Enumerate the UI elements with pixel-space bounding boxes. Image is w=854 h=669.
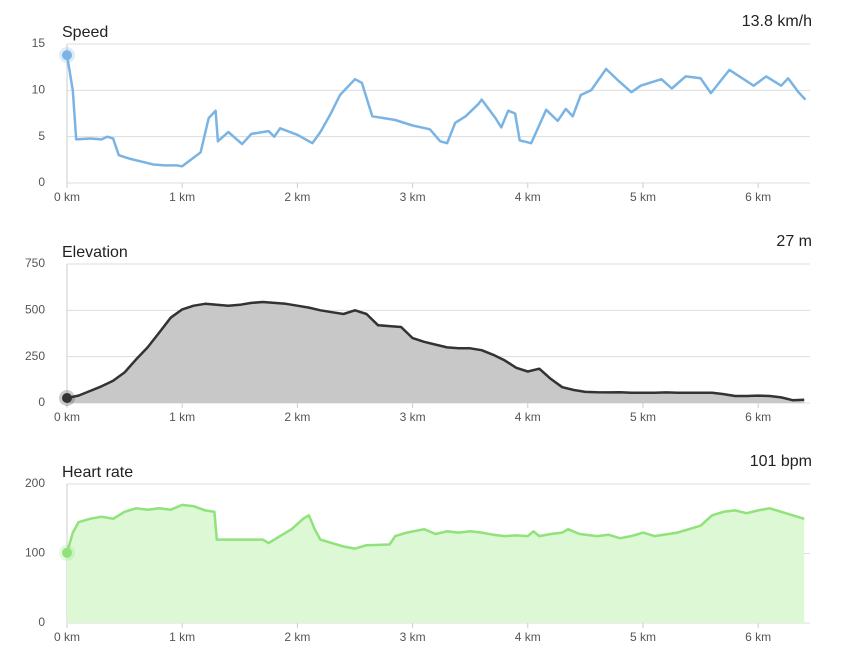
y-tick-label: 750 (25, 256, 45, 270)
x-tick-label: 4 km (515, 190, 541, 204)
x-tick-label: 1 km (169, 630, 195, 644)
current-value: 101 bpm (750, 453, 812, 470)
y-tick-label: 0 (38, 615, 45, 629)
y-tick-label: 0 (38, 395, 45, 409)
x-tick-label: 0 km (54, 410, 80, 424)
x-tick-label: 4 km (515, 410, 541, 424)
x-tick-label: 6 km (745, 630, 771, 644)
x-tick-label: 3 km (400, 190, 426, 204)
current-value: 13.8 km/h (742, 13, 812, 30)
chart-title: Elevation (62, 244, 128, 261)
y-tick-label: 100 (25, 546, 45, 560)
y-tick-label: 10 (32, 83, 46, 97)
area-fill (67, 302, 805, 403)
x-tick-label: 2 km (284, 190, 310, 204)
y-tick-label: 0 (38, 175, 45, 189)
x-tick-label: 2 km (284, 410, 310, 424)
y-tick-label: 500 (25, 303, 45, 317)
chart-title: Heart rate (62, 464, 133, 481)
x-tick-label: 1 km (169, 190, 195, 204)
x-tick-label: 3 km (400, 630, 426, 644)
x-tick-label: 6 km (745, 190, 771, 204)
x-tick-label: 0 km (54, 630, 80, 644)
data-line (66, 300, 805, 402)
x-tick-label: 4 km (515, 630, 541, 644)
x-tick-label: 5 km (630, 410, 656, 424)
position-marker (62, 547, 72, 558)
x-tick-label: 0 km (54, 190, 80, 204)
position-marker (62, 50, 72, 61)
current-value: 27 m (776, 233, 812, 250)
chart-title: Speed (62, 24, 108, 41)
x-tick-label: 2 km (284, 630, 310, 644)
position-marker (62, 392, 72, 403)
y-tick-label: 250 (25, 349, 45, 363)
area-fill (67, 504, 805, 623)
data-line (65, 54, 807, 168)
y-tick-label: 15 (32, 36, 46, 50)
x-tick-label: 1 km (169, 410, 195, 424)
data-line (65, 503, 805, 554)
x-tick-label: 6 km (745, 410, 771, 424)
x-tick-label: 5 km (630, 190, 656, 204)
y-tick-label: 200 (25, 476, 45, 490)
x-tick-label: 3 km (400, 410, 426, 424)
y-tick-label: 5 (38, 129, 45, 143)
x-tick-label: 5 km (630, 630, 656, 644)
